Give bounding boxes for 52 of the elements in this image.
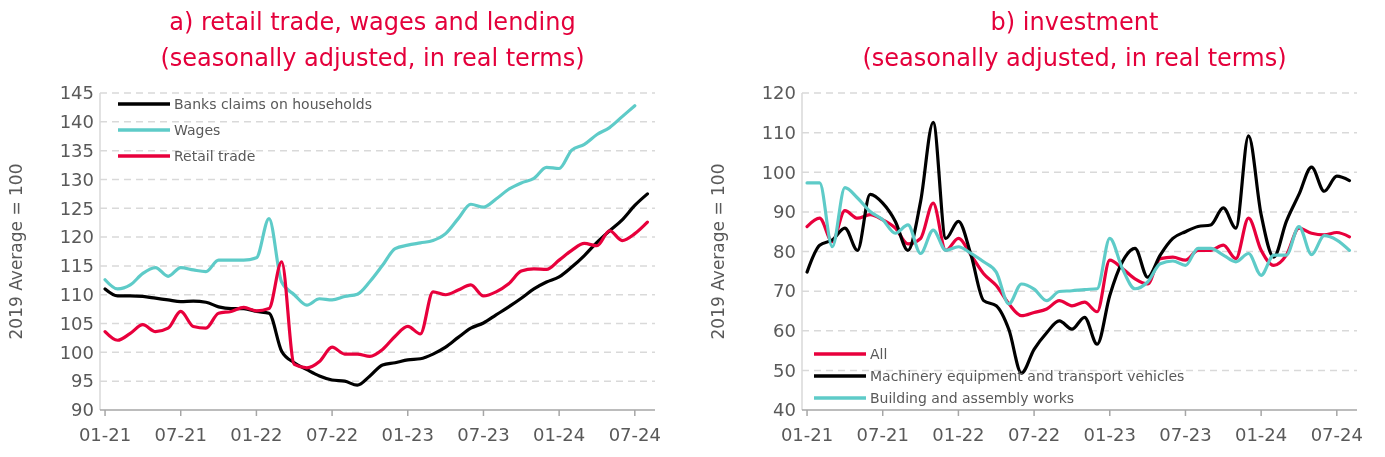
y-tick-label: 50 [773, 359, 796, 381]
y-tick-label: 100 [761, 161, 796, 183]
y-tick-label: 125 [59, 197, 94, 219]
y-tick-label: 140 [59, 111, 94, 133]
y-tick-label: 40 [773, 399, 796, 421]
legend-label: Machinery equipment and transport vehicles [870, 367, 1185, 384]
x-tick-label: 07-21 [856, 424, 909, 445]
chart-title: b) investment [990, 8, 1159, 36]
line-series [103, 192, 650, 387]
x-tick-label: 07-23 [457, 424, 510, 445]
y-tick-label: 105 [59, 312, 94, 334]
x-tick-label: 01-21 [780, 424, 834, 445]
legend-label: Banks claims on households [174, 95, 372, 112]
line-series [805, 181, 1352, 306]
x-tick-label: 07-24 [608, 424, 661, 445]
x-tick-label: 01-21 [78, 424, 132, 445]
y-axis-title: 2019 Average = 100 [6, 163, 26, 340]
legend-label: Wages [174, 121, 221, 138]
y-tick-label: 100 [59, 341, 94, 363]
y-tick-label: 145 [59, 82, 94, 104]
x-tick-label: 01-22 [230, 424, 283, 445]
legend-label: Retail trade [174, 147, 256, 164]
y-tick-label: 135 [59, 139, 94, 161]
x-tick-label: 07-24 [1310, 424, 1363, 445]
chart-subtitle: (seasonally adjusted, in real terms) [160, 44, 585, 72]
x-tick-label: 01-23 [1083, 424, 1136, 445]
y-tick-label: 110 [59, 284, 94, 306]
x-tick-label: 01-22 [932, 424, 985, 445]
y-tick-label: 60 [773, 320, 796, 342]
legend-label: All [870, 345, 888, 362]
x-tick-label: 01-23 [381, 424, 434, 445]
chart-title: a) retail trade, wages and lending [169, 8, 576, 36]
x-tick-label: 07-21 [154, 424, 207, 445]
x-tick-label: 01-24 [1234, 424, 1288, 445]
y-tick-label: 120 [761, 82, 796, 104]
y-tick-label: 95 [71, 370, 94, 392]
y-tick-label: 115 [59, 255, 94, 277]
y-tick-label: 90 [71, 399, 94, 421]
x-tick-label: 01-24 [532, 424, 586, 445]
y-tick-label: 120 [59, 226, 94, 248]
x-tick-label: 07-23 [1159, 424, 1212, 445]
x-tick-label: 07-22 [305, 424, 359, 445]
line-series [103, 220, 650, 370]
y-axis-title: 2019 Average = 100 [708, 163, 728, 340]
y-tick-label: 90 [773, 201, 796, 223]
y-tick-label: 130 [59, 168, 94, 190]
y-tick-label: 80 [773, 240, 796, 262]
x-tick-label: 07-22 [1007, 424, 1061, 445]
y-tick-label: 110 [761, 121, 796, 143]
y-tick-label: 70 [773, 280, 796, 302]
chart-subtitle: (seasonally adjusted, in real terms) [862, 44, 1287, 72]
legend-label: Building and assembly works [870, 389, 1075, 406]
